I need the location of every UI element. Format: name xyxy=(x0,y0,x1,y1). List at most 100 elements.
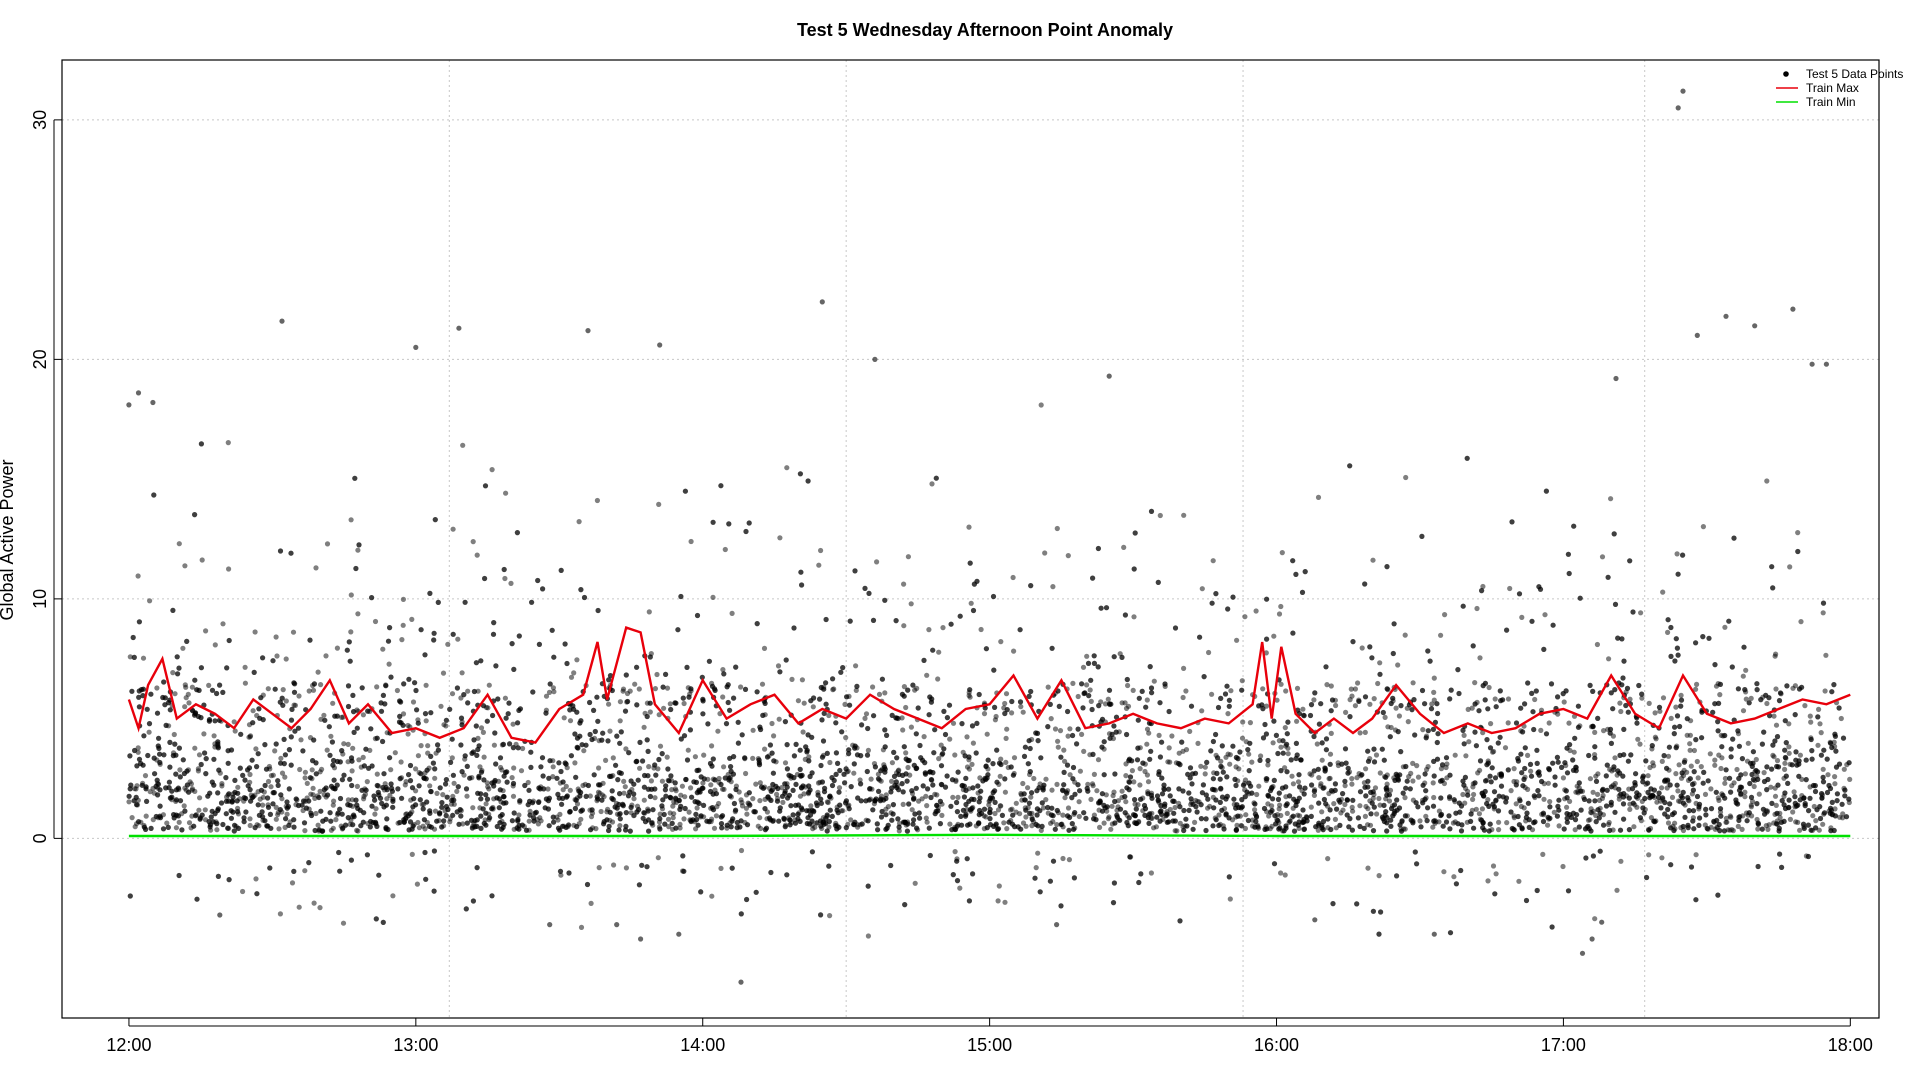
data-point xyxy=(170,670,175,675)
data-point xyxy=(1258,753,1263,758)
data-point xyxy=(1247,741,1252,746)
data-point xyxy=(1434,701,1439,706)
data-point xyxy=(1540,852,1545,857)
data-point xyxy=(268,784,273,789)
data-point xyxy=(1223,755,1228,760)
data-point xyxy=(963,776,968,781)
data-point xyxy=(1708,786,1713,791)
data-point xyxy=(1020,781,1025,786)
data-point xyxy=(1661,695,1666,700)
data-point xyxy=(901,623,906,628)
data-point xyxy=(1607,828,1612,833)
data-point xyxy=(780,800,785,805)
data-point xyxy=(1014,801,1019,806)
data-point xyxy=(1034,865,1039,870)
data-point xyxy=(1084,654,1089,659)
data-point xyxy=(1582,797,1587,802)
data-point xyxy=(1823,653,1828,658)
data-point xyxy=(1227,762,1232,767)
data-point xyxy=(1777,698,1782,703)
data-point xyxy=(1133,802,1138,807)
data-point xyxy=(134,783,139,788)
data-point xyxy=(603,758,608,763)
data-point xyxy=(1076,694,1081,699)
data-point xyxy=(1716,753,1721,758)
data-point xyxy=(548,681,553,686)
data-point xyxy=(248,823,253,828)
data-point xyxy=(1002,900,1007,905)
data-point xyxy=(289,734,294,739)
data-point xyxy=(1679,698,1684,703)
data-point xyxy=(147,730,152,735)
data-point xyxy=(372,812,377,817)
data-point xyxy=(210,688,215,693)
data-point xyxy=(1441,869,1446,874)
data-point xyxy=(1066,553,1071,558)
data-point xyxy=(996,807,1001,812)
data-point xyxy=(1565,770,1570,775)
data-point xyxy=(212,733,217,738)
data-point xyxy=(1601,728,1606,733)
data-point xyxy=(1079,732,1084,737)
data-point xyxy=(316,823,321,828)
data-point xyxy=(329,828,334,833)
data-point xyxy=(1798,619,1803,624)
data-point xyxy=(1447,773,1452,778)
data-point xyxy=(1123,799,1128,804)
data-point xyxy=(929,481,934,486)
data-point xyxy=(1774,811,1779,816)
data-point xyxy=(1566,888,1571,893)
data-point xyxy=(800,677,805,682)
data-point xyxy=(1808,714,1813,719)
data-point xyxy=(998,639,1003,644)
data-point xyxy=(1431,727,1436,732)
data-point xyxy=(424,718,429,723)
data-point xyxy=(1066,828,1071,833)
data-point xyxy=(220,621,225,626)
data-point xyxy=(1050,819,1055,824)
data-point xyxy=(661,685,666,690)
data-point xyxy=(967,898,972,903)
data-point xyxy=(1819,730,1824,735)
data-point xyxy=(380,647,385,652)
data-point xyxy=(666,817,671,822)
data-point xyxy=(939,813,944,818)
data-point xyxy=(1198,764,1203,769)
data-point xyxy=(1178,821,1183,826)
data-point xyxy=(991,594,996,599)
data-point xyxy=(1741,708,1746,713)
data-point xyxy=(321,713,326,718)
data-point xyxy=(285,812,290,817)
data-point xyxy=(1478,758,1483,763)
data-point xyxy=(1417,818,1422,823)
data-point xyxy=(1363,814,1368,819)
data-point xyxy=(1678,704,1683,709)
data-point xyxy=(303,770,308,775)
data-point xyxy=(701,753,706,758)
data-point xyxy=(471,737,476,742)
data-point xyxy=(851,771,856,776)
data-point xyxy=(289,763,294,768)
data-point xyxy=(1403,813,1408,818)
data-point xyxy=(673,786,678,791)
data-point xyxy=(423,877,428,882)
data-point xyxy=(756,824,761,829)
data-point xyxy=(132,748,137,753)
data-point xyxy=(1496,827,1501,832)
data-point xyxy=(1614,888,1619,893)
data-point xyxy=(1465,793,1470,798)
data-point xyxy=(511,765,516,770)
data-point xyxy=(852,568,857,573)
data-point xyxy=(492,743,497,748)
data-point xyxy=(1666,754,1671,759)
data-point xyxy=(1363,766,1368,771)
data-point xyxy=(353,566,358,571)
data-point xyxy=(909,725,914,730)
data-point xyxy=(330,763,335,768)
data-point xyxy=(924,816,929,821)
data-point xyxy=(1001,820,1006,825)
data-point xyxy=(417,825,422,830)
data-point xyxy=(1018,704,1023,709)
data-point xyxy=(1792,789,1797,794)
data-point xyxy=(982,711,987,716)
